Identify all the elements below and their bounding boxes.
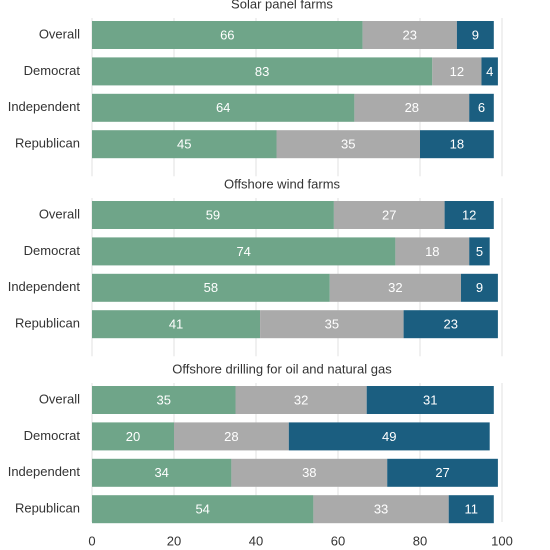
category-label: Independent [8,279,81,294]
value-label: 59 [206,207,220,222]
category-label: Democrat [24,243,81,258]
value-label: 66 [220,27,234,42]
bar-segment [276,130,420,159]
bar-segment [92,458,232,487]
category-label: Democrat [24,428,81,443]
category-label: Independent [8,464,81,479]
value-label: 58 [204,280,218,295]
category-label: Republican [15,136,80,151]
value-label: 54 [195,502,209,517]
value-label: 32 [294,392,308,407]
bar-segment [362,21,457,49]
value-label: 27 [382,207,396,222]
value-label: 5 [476,244,483,259]
value-label: 6 [478,100,485,115]
value-label: 45 [177,137,191,152]
bar-segment [288,422,490,451]
value-label: 9 [476,280,483,295]
value-label: 28 [405,100,419,115]
value-label: 35 [157,392,171,407]
value-label: 31 [423,392,437,407]
value-label: 23 [403,27,417,42]
value-label: 12 [462,207,476,222]
bar-segment [92,495,314,524]
bar-segment [313,495,449,524]
value-label: 41 [169,317,183,332]
category-label: Overall [39,391,80,406]
bar-segment [387,458,498,487]
category-label: Independent [8,99,81,114]
bar-segment [329,273,461,302]
value-label: 34 [154,465,168,480]
bar-segment [403,310,498,339]
value-label: 35 [325,317,339,332]
bar-segment [461,273,498,302]
bar-segment [92,386,236,414]
x-tick-label: 60 [331,533,345,548]
bar-segment [469,93,494,122]
bar-segment [456,21,494,49]
panel-title: Offshore drilling for oil and natural ga… [172,361,392,376]
bar-segment [469,237,490,266]
x-tick-label: 40 [249,533,263,548]
bar-segment [432,57,482,86]
value-label: 20 [126,429,140,444]
value-label: 18 [450,137,464,152]
value-label: 64 [216,100,230,115]
bar-segment [92,130,277,159]
bar-segment [231,458,388,487]
bar-segment [333,201,445,229]
category-label: Overall [39,206,80,221]
bar-segment [92,273,330,302]
category-label: Republican [15,501,80,516]
bar-segment [92,237,396,266]
category-label: Republican [15,316,80,331]
value-label: 33 [374,502,388,517]
value-label: 32 [388,280,402,295]
panel-title: Solar panel farms [231,0,333,11]
value-label: 28 [224,429,238,444]
x-tick-label: 100 [491,533,513,548]
bar-segment [448,495,494,524]
value-label: 35 [341,137,355,152]
value-label: 11 [465,502,479,517]
bar-segment [444,201,494,229]
value-label: 49 [382,429,396,444]
value-label: 18 [425,244,439,259]
value-label: 27 [435,465,449,480]
value-label: 12 [450,64,464,79]
panel-title: Offshore wind farms [224,176,341,191]
bar-segment [92,93,355,122]
value-label: 9 [472,27,479,42]
bar-segment [354,93,470,122]
category-label: Democrat [24,63,81,78]
bar-segment [92,422,174,451]
x-tick-label: 20 [167,533,181,548]
value-label: 4 [486,64,493,79]
value-label: 83 [255,64,269,79]
bar-segment [260,310,404,339]
bar-segment [481,57,498,86]
x-tick-label: 0 [88,533,95,548]
bar-segment [92,201,334,229]
bar-segment [174,422,289,451]
x-tick-label: 80 [413,533,427,548]
bar-segment [366,386,494,414]
bar-segment [92,21,363,49]
value-label: 38 [302,465,316,480]
value-label: 74 [236,244,250,259]
bar-segment [235,386,367,414]
bar-segment [395,237,470,266]
bar-segment [420,130,494,159]
bar-segment [92,310,261,339]
value-label: 23 [444,317,458,332]
category-label: Overall [39,26,80,41]
bar-segment [92,57,433,86]
